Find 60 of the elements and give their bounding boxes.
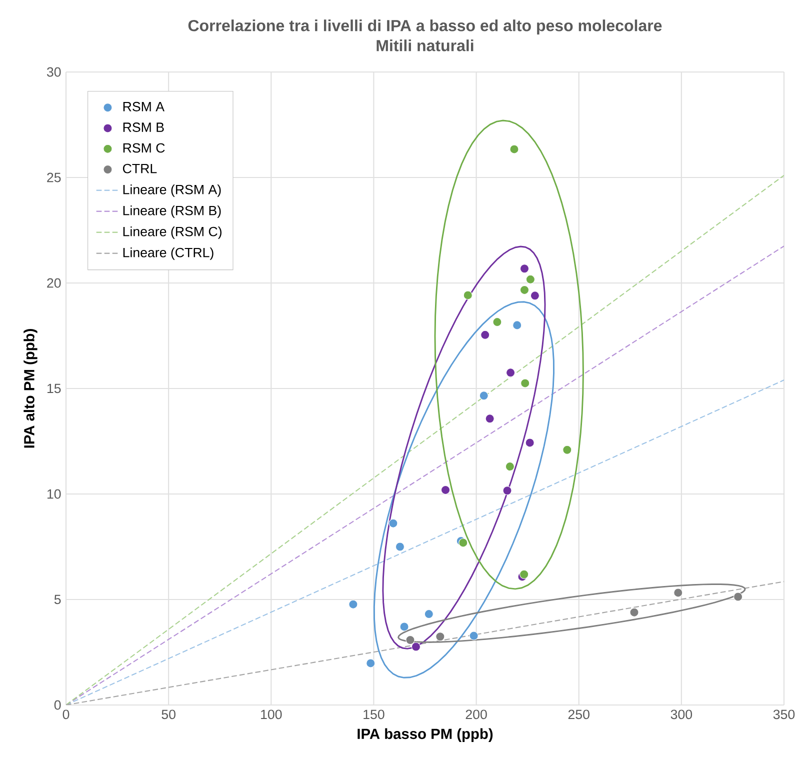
legend-label: Lineare (RSM A) <box>123 184 221 197</box>
y-tick-label: 10 <box>47 489 61 499</box>
y-tick-label: 25 <box>47 172 61 182</box>
point <box>506 368 516 378</box>
point <box>411 642 421 652</box>
y-axis-title: IPA alto PM (ppb) <box>24 329 38 448</box>
point <box>734 592 743 602</box>
legend-label: RSM C <box>123 143 165 153</box>
y-tick-label: 15 <box>47 384 61 394</box>
x-tick-label: 250 <box>568 710 590 720</box>
point <box>520 378 530 388</box>
chart-title: Correlazione tra i livelli di IPA a basso ed alto peso molecolare <box>188 20 662 34</box>
y-tick-label: 20 <box>47 278 61 288</box>
x-tick-label: 350 <box>773 710 795 720</box>
point <box>395 542 405 552</box>
point <box>512 320 522 330</box>
point <box>424 610 434 619</box>
point <box>440 485 450 495</box>
legend-label: RSM B <box>123 122 164 132</box>
point <box>366 658 376 668</box>
point <box>520 264 530 274</box>
point <box>458 538 468 548</box>
point <box>530 291 540 300</box>
point <box>400 622 409 632</box>
point <box>502 486 512 496</box>
chart-subtitle: Mitili naturali <box>376 40 474 52</box>
point <box>562 445 572 454</box>
point <box>525 438 534 448</box>
x-tick-label: 0 <box>62 710 70 720</box>
legend-label: RSM A <box>123 102 164 112</box>
y-tick-label: 0 <box>54 700 61 710</box>
point <box>469 631 478 640</box>
point <box>674 588 683 598</box>
point <box>492 317 502 327</box>
legend-label: CTRL <box>122 164 157 174</box>
y-tick-label: 30 <box>46 67 61 77</box>
y-tick-label: 5 <box>54 594 61 604</box>
x-tick-label: 100 <box>261 710 282 720</box>
legend-label: Lineare (RSM B) <box>123 205 221 218</box>
point <box>406 635 415 645</box>
point <box>630 608 639 617</box>
point <box>480 330 490 340</box>
point <box>463 290 472 300</box>
point <box>348 600 358 609</box>
point <box>479 391 488 400</box>
legend-label: Lineare (CTRL) <box>123 247 214 260</box>
point <box>485 414 494 424</box>
point <box>510 144 519 154</box>
legend-label: Lineare (RSM C) <box>123 226 222 239</box>
point <box>436 632 445 642</box>
x-tick-label: 50 <box>162 710 176 720</box>
point <box>520 285 530 294</box>
x-tick-label: 150 <box>364 710 384 720</box>
point <box>388 518 398 528</box>
point <box>505 462 514 472</box>
x-axis-title: IPA basso PM (ppb) <box>358 728 493 742</box>
point <box>526 274 535 284</box>
x-tick-label: 200 <box>466 710 487 720</box>
x-tick-label: 300 <box>670 710 692 720</box>
point <box>520 570 529 579</box>
